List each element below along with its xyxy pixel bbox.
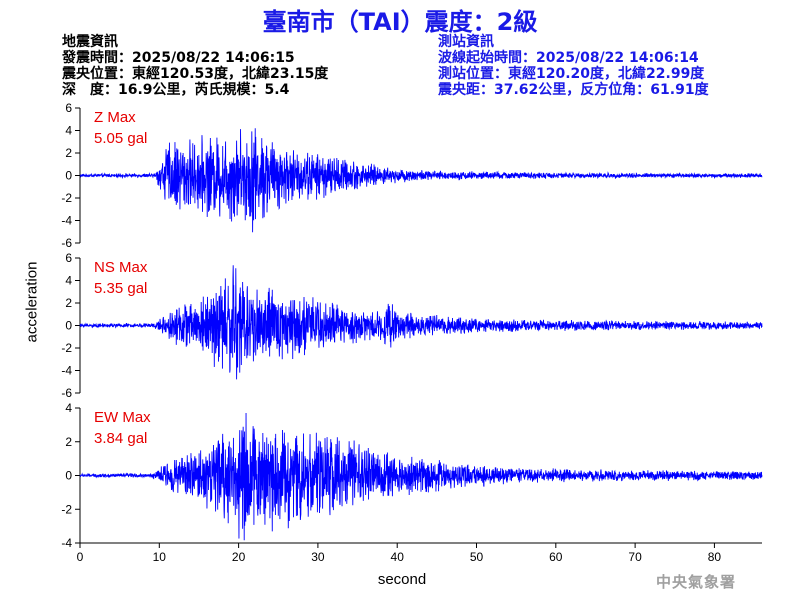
x-tick-label: 0 [77, 550, 84, 564]
agency-credit: 中央氣象署 [656, 573, 737, 591]
z-max-title: Z Max [94, 109, 136, 126]
wave-start-time: 波線起始時間：2025/08/22 14:06:14 [438, 50, 699, 66]
x-tick-label: 70 [628, 550, 642, 564]
ns-max-label: NS Max 5.35 gal [94, 257, 147, 299]
title-intensity: 震度：2級 [424, 8, 538, 36]
y-axis-label: acceleration [23, 261, 41, 343]
x-tick-label: 30 [311, 550, 325, 564]
z-max-label: Z Max 5.05 gal [94, 107, 147, 149]
epicenter-location: 震央位置：東經120.53度，北緯23.15度 [62, 66, 329, 82]
title-station: 臺南市（TAI） [262, 8, 425, 36]
station-info-block: 測站資訊 波線起始時間：2025/08/22 14:06:14 測站位置：東經1… [438, 34, 709, 98]
ns-y-tick-label: 2 [65, 296, 72, 310]
x-tick-label: 40 [391, 550, 405, 564]
ns-max-title: NS Max [94, 259, 148, 276]
chart-title: 臺南市（TAI）震度：2級 [0, 2, 800, 37]
ew-y-tick-label: -2 [61, 502, 72, 516]
station-info-heading: 測站資訊 [438, 34, 494, 50]
ns-y-tick-label: -4 [61, 364, 72, 378]
ns-y-tick-label: 6 [65, 251, 72, 265]
x-tick-label: 60 [549, 550, 563, 564]
ew-y-tick-label: 0 [65, 469, 72, 483]
ew-waveform-trace [79, 412, 763, 541]
station-location: 測站位置：東經120.20度，北緯22.99度 [438, 66, 705, 82]
ns-y-tick-label: -6 [61, 386, 72, 400]
ew-max-value: 3.84 gal [94, 430, 148, 447]
z-max-value: 5.05 gal [94, 130, 148, 147]
z-y-tick-label: 4 [65, 124, 72, 138]
x-tick-label: 10 [153, 550, 167, 564]
z-y-tick-label: -6 [61, 236, 72, 250]
ns-y-tick-label: -2 [61, 341, 72, 355]
origin-time: 發震時間：2025/08/22 14:06:15 [62, 50, 295, 66]
ns-y-tick-label: 0 [65, 319, 72, 333]
z-y-tick-label: -4 [61, 214, 72, 228]
depth-magnitude: 深 度：16.9公里，芮氏規模：5.4 [62, 82, 290, 98]
earthquake-info-block: 地震資訊 發震時間：2025/08/22 14:06:15 震央位置：東經120… [62, 34, 328, 98]
distance-azimuth: 震央距：37.62公里，反方位角：61.91度 [438, 82, 709, 98]
earthquake-info-heading: 地震資訊 [62, 34, 118, 50]
x-tick-label: 80 [708, 550, 722, 564]
x-tick-label: 50 [470, 550, 484, 564]
z-waveform-trace [79, 128, 763, 233]
ns-waveform-trace [79, 265, 763, 380]
ns-y-tick-label: 4 [65, 274, 72, 288]
ew-max-title: EW Max [94, 409, 151, 426]
ew-y-tick-label: 2 [65, 435, 72, 449]
ew-y-tick-label: 4 [65, 401, 72, 415]
x-tick-label: 20 [232, 550, 246, 564]
x-axis-label: second [377, 571, 427, 588]
z-y-tick-label: -2 [61, 191, 72, 205]
ew-max-label: EW Max 3.84 gal [94, 407, 151, 449]
z-y-tick-label: 2 [65, 146, 72, 160]
z-y-tick-label: 0 [65, 169, 72, 183]
ew-y-tick-label: -4 [61, 536, 72, 550]
z-y-tick-label: 6 [65, 101, 72, 115]
ns-max-value: 5.35 gal [94, 280, 148, 297]
